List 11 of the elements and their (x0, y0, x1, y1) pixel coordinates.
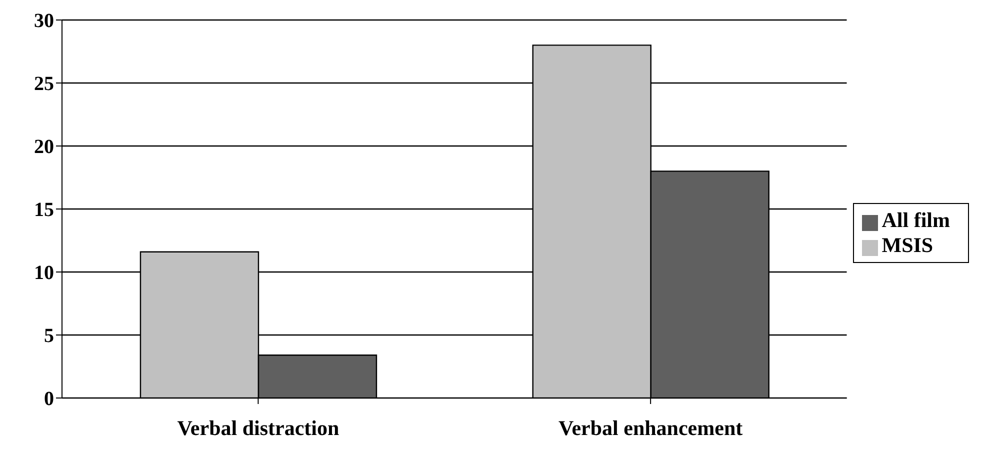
y-tick-label: 5 (44, 325, 54, 348)
y-tick-label: 0 (44, 388, 54, 410)
y-tick-label: 30 (34, 10, 54, 32)
y-tick-label: 20 (34, 136, 54, 158)
x-tick-label: Verbal distraction (177, 416, 340, 440)
y-tick-label: 10 (34, 262, 54, 284)
legend-label: MSIS (882, 233, 934, 257)
y-tick-label: 15 (34, 199, 54, 222)
x-tick-label: Verbal enhancement (558, 416, 743, 440)
legend-label: All film (882, 208, 950, 232)
y-tick-label: 25 (34, 73, 54, 96)
